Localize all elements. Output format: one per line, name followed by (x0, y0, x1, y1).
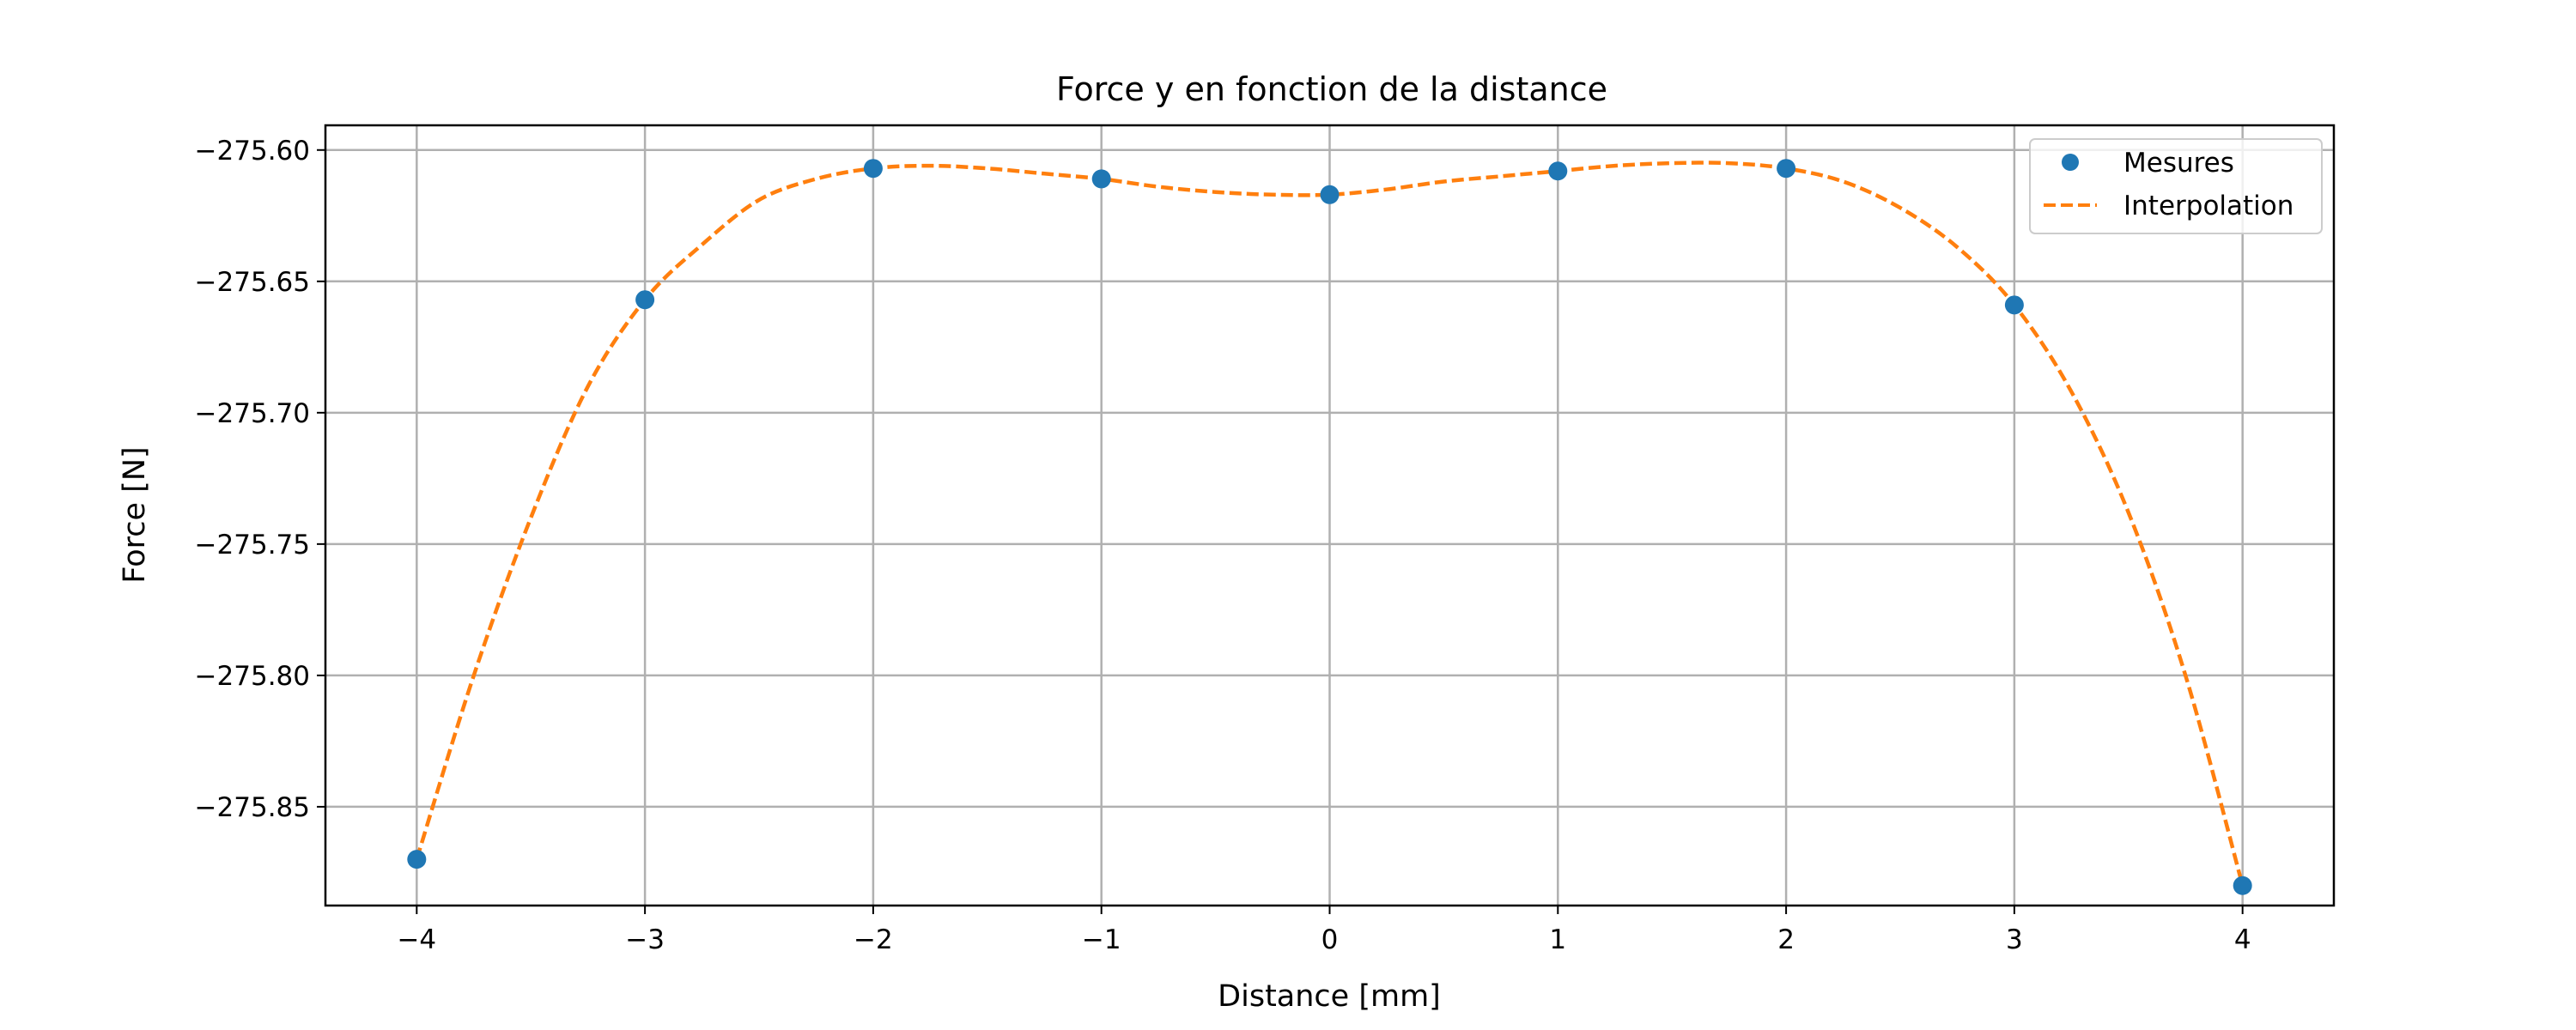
data-point (1320, 185, 1340, 204)
x-tick-label: 2 (1777, 924, 1795, 955)
legend-box (2029, 138, 2323, 234)
data-point (2233, 876, 2252, 895)
legend-marker-mesures (2062, 154, 2079, 171)
y-tick-label: −275.75 (195, 530, 310, 560)
grid (325, 125, 2334, 906)
x-tick-label: −4 (397, 924, 436, 955)
legend: Mesures Interpolation (2029, 138, 2323, 234)
legend-label-mesures: Mesures (2123, 148, 2234, 179)
x-tick-label: 3 (2006, 924, 2023, 955)
y-tick-label: −275.70 (195, 398, 310, 429)
data-point (1548, 161, 1568, 181)
x-tick-label: 4 (2234, 924, 2251, 955)
x-axis-label: Distance [mm] (1218, 979, 1441, 1014)
y-axis-ticks: −275.60 −275.65 −275.70 −275.75 −275.80 −275.… (195, 136, 325, 823)
legend-label-interpolation: Interpolation (2123, 191, 2293, 221)
y-axis-label: Force [N] (118, 446, 152, 583)
x-tick-label: −3 (625, 924, 665, 955)
chart-title: Force y en fonction de la distance (1056, 70, 1607, 108)
data-point (635, 290, 655, 310)
x-tick-label: 1 (1549, 924, 1566, 955)
y-tick-label: −275.65 (195, 267, 310, 298)
x-axis-ticks: −4 −3 −2 −1 0 1 2 3 4 (397, 906, 2251, 955)
x-tick-label: 0 (1321, 924, 1339, 955)
data-point (2004, 295, 2024, 315)
y-tick-label: −275.80 (195, 661, 310, 692)
x-tick-label: −2 (854, 924, 893, 955)
mesures-series (407, 159, 2252, 895)
y-tick-label: −275.60 (195, 136, 310, 167)
data-point (1091, 169, 1111, 189)
data-point (407, 850, 427, 869)
data-point (863, 159, 883, 179)
y-tick-label: −275.85 (195, 792, 310, 823)
x-tick-label: −1 (1082, 924, 1121, 955)
data-point (1777, 159, 1796, 179)
